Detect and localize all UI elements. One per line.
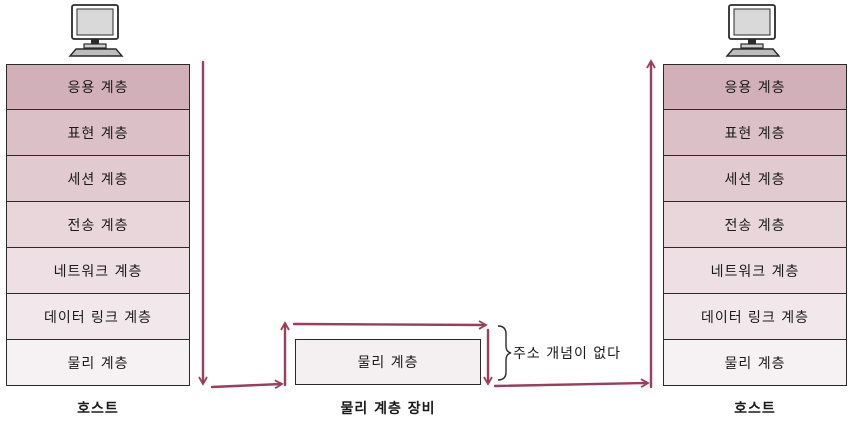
left-host-caption: 호스트 — [77, 401, 119, 417]
layer-session: 세션 계층 — [663, 156, 847, 202]
layer-data-link: 데이터 링크 계층 — [663, 294, 847, 340]
layer-network: 네트워크 계층 — [6, 248, 190, 294]
layer-data-link: 데이터 링크 계층 — [6, 294, 190, 340]
right-host-caption: 호스트 — [734, 401, 776, 417]
layer-transport: 전송 계층 — [663, 202, 847, 248]
device-caption: 물리 계층 장비 — [340, 401, 436, 417]
layer-application: 응용 계층 — [663, 64, 847, 110]
layer-network: 네트워크 계층 — [663, 248, 847, 294]
layer-physical: 물리 계층 — [6, 340, 190, 386]
desktop-computer-icon — [68, 4, 124, 57]
layer-physical: 물리 계층 — [663, 340, 847, 386]
brace-icon — [497, 325, 512, 381]
no-address-note: 주소 개념이 없다 — [513, 346, 622, 362]
right-host-layer-stack: 응용 계층 표현 계층 세션 계층 전송 계층 네트워크 계층 데이터 링크 계… — [663, 64, 847, 386]
layer-presentation: 표현 계층 — [663, 110, 847, 156]
layer-presentation: 표현 계층 — [6, 110, 190, 156]
layer-transport: 전송 계층 — [6, 202, 190, 248]
device-physical-layer: 물리 계층 — [295, 339, 481, 385]
layer-application: 응용 계층 — [6, 64, 190, 110]
left-host-layer-stack: 응용 계층 표현 계층 세션 계층 전송 계층 네트워크 계층 데이터 링크 계… — [6, 64, 190, 386]
desktop-computer-icon — [725, 4, 781, 57]
layer-session: 세션 계층 — [6, 156, 190, 202]
